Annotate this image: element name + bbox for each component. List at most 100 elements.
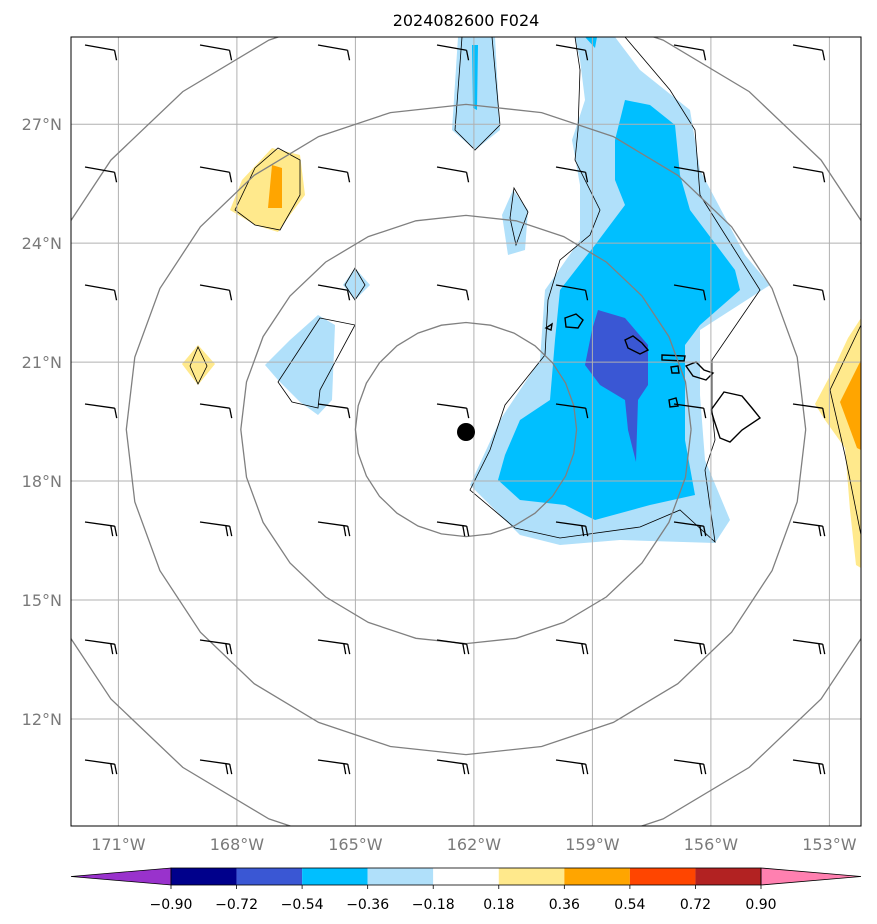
colorbar <box>70 867 862 886</box>
anomaly-fill-positive <box>182 148 861 568</box>
island-kauai <box>564 313 584 329</box>
range-ring <box>240 214 692 645</box>
wind-barb <box>84 403 118 419</box>
latitude-label: 21°N <box>22 353 62 372</box>
wind-barb <box>792 759 826 775</box>
colorbar-segment <box>433 868 499 885</box>
colorbar-tick-label: −0.18 <box>412 897 455 913</box>
wind-barb <box>436 284 470 301</box>
contour-east-yellow <box>829 324 861 536</box>
wind-barb <box>199 403 233 419</box>
wind-barb <box>199 521 233 537</box>
wind-barbs <box>84 44 826 775</box>
colorbar-extend-low <box>70 867 172 886</box>
latitude-label: 15°N <box>22 591 62 610</box>
mid-blue-region-north-sliver <box>472 45 478 110</box>
wind-barb <box>673 44 707 61</box>
contour-north <box>454 37 501 151</box>
contour-nw-yellow <box>234 147 301 231</box>
wind-barb <box>317 521 351 537</box>
longitude-label: 168°W <box>210 835 265 854</box>
wind-barb <box>317 166 351 183</box>
wind-barb <box>84 44 118 61</box>
orange-region-nw <box>268 165 282 208</box>
wind-barb <box>673 521 707 537</box>
wind-barb <box>84 166 118 183</box>
wind-barb <box>673 284 707 301</box>
wind-barb <box>436 639 470 655</box>
colorbar-tick-label: 0.54 <box>614 897 645 913</box>
wind-barb <box>792 521 826 537</box>
longitude-labels: 171°W 168°W 165°W 162°W 159°W 156°W 153°W <box>91 835 857 854</box>
contour-west-yellow <box>189 346 208 385</box>
mid-blue-region <box>498 37 740 520</box>
orange-region-east <box>840 360 861 450</box>
colorbar-tick-labels: −0.90 −0.72 −0.54 −0.36 −0.18 0.18 0.36 0.54 0.7… <box>150 885 777 913</box>
wind-barb <box>436 44 470 61</box>
wind-barb <box>436 521 470 537</box>
wind-barb <box>317 44 351 61</box>
colorbar-segment <box>302 868 368 885</box>
longitude-label: 159°W <box>565 835 620 854</box>
range-ring <box>354 321 578 538</box>
colorbar-segment <box>629 868 696 885</box>
colorbar-tick-label: 0.18 <box>483 897 514 913</box>
map-title: 2024082600 F024 <box>393 11 540 30</box>
wind-barb <box>84 521 118 537</box>
colorbar-tick-label: −0.54 <box>281 897 324 913</box>
longitude-label: 171°W <box>91 835 146 854</box>
wind-barb <box>84 639 118 655</box>
colorbar-tick-label: 0.36 <box>549 897 580 913</box>
wind-barb <box>199 44 233 61</box>
map-frame <box>70 36 862 827</box>
wind-barb <box>555 166 589 183</box>
island-niihau <box>544 322 553 331</box>
wind-barb <box>199 639 233 655</box>
colorbar-tick-label: 0.72 <box>680 897 711 913</box>
light-blue-region-west <box>265 315 335 415</box>
wind-barb <box>792 639 826 655</box>
storm-center-marker <box>457 423 475 441</box>
light-blue-region-upper <box>502 190 528 255</box>
range-ring <box>125 103 807 756</box>
anomaly-fill-royal-blue <box>585 310 648 462</box>
colorbar-segment <box>171 868 237 885</box>
colorbar-outline <box>170 867 762 886</box>
colorbar-segment <box>695 868 761 885</box>
wind-barb <box>199 759 233 775</box>
wind-barb <box>555 521 589 537</box>
wind-barb <box>555 44 589 61</box>
colorbar-segment <box>564 868 630 885</box>
colorbar-extend-high <box>760 867 862 886</box>
wind-barb <box>792 44 826 61</box>
colorbar-segment <box>236 868 303 885</box>
latitude-label: 12°N <box>22 710 62 729</box>
island-kahoolawe <box>668 397 679 408</box>
range-rings <box>71 37 861 826</box>
wind-barb <box>673 166 707 183</box>
wind-barb <box>436 759 470 775</box>
wind-barb <box>555 284 589 301</box>
colorbar-tick-label: −0.36 <box>346 897 389 913</box>
wind-barb <box>317 639 351 655</box>
wind-barb <box>555 759 589 775</box>
yellow-region-west <box>182 345 215 385</box>
contour-upper <box>509 186 529 247</box>
colorbar-segment <box>498 868 565 885</box>
latitude-label: 18°N <box>22 472 62 491</box>
yellow-region-east <box>815 318 861 568</box>
wind-barb <box>555 639 589 655</box>
wind-barb <box>199 166 233 183</box>
island-oahu <box>624 335 650 355</box>
longitude-label: 156°W <box>684 835 739 854</box>
wind-barb <box>436 166 470 183</box>
latitude-label: 24°N <box>22 234 62 253</box>
island-lanai <box>670 365 680 374</box>
wind-barb <box>84 759 118 775</box>
wind-barb <box>199 284 233 301</box>
latitude-label: 27°N <box>22 115 62 134</box>
wind-barb <box>317 403 351 419</box>
island-hawaii <box>710 391 762 443</box>
island-molokai <box>661 354 686 362</box>
